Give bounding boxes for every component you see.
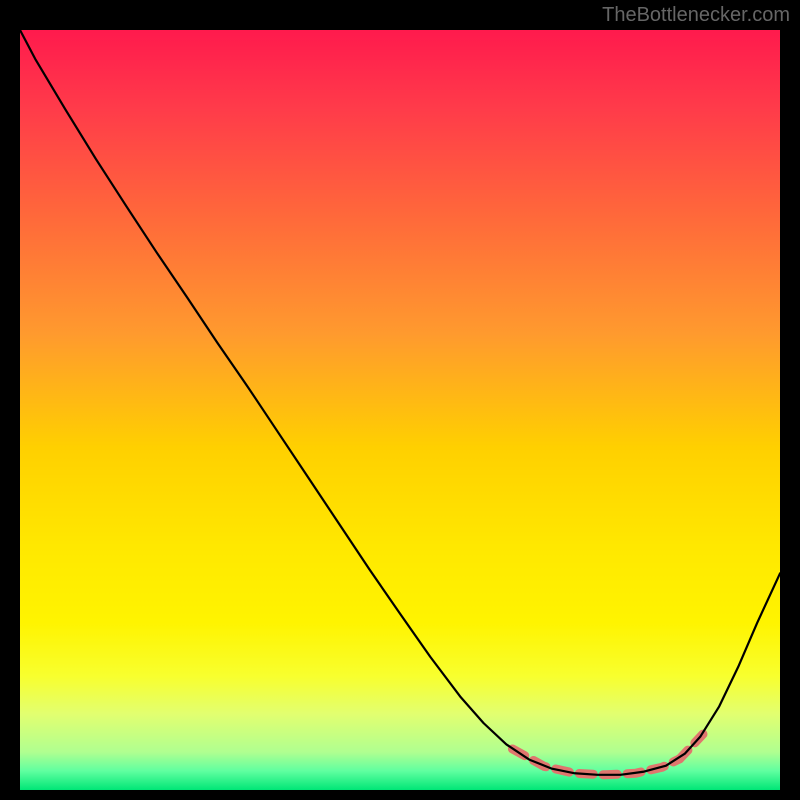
bottleneck-curve — [20, 30, 780, 775]
chart-overlay — [20, 30, 780, 790]
watermark-text: TheBottlenecker.com — [602, 4, 790, 27]
chart-area — [20, 30, 780, 790]
dashed-highlight-group — [512, 733, 704, 775]
